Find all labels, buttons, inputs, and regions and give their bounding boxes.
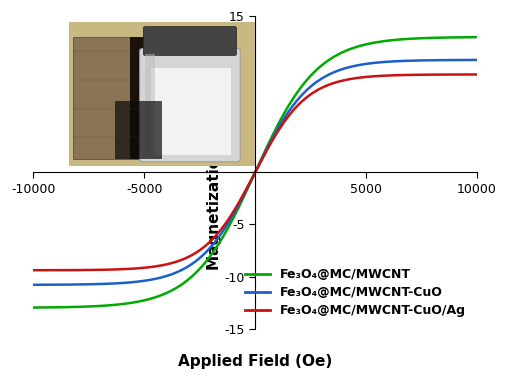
Fe₃O₄@MC/MWCNT xyxy=(465,35,471,39)
Fe₃O₄@MC/MWCNT-CuO xyxy=(107,281,113,286)
Fe₃O₄@MC/MWCNT-CuO xyxy=(81,282,87,287)
Fe₃O₄@MC/MWCNT xyxy=(474,35,480,39)
X-axis label: Applied Field (Oe): Applied Field (Oe) xyxy=(178,353,332,369)
Line: Fe₃O₄@MC/MWCNT-CuO: Fe₃O₄@MC/MWCNT-CuO xyxy=(34,60,477,285)
Fe₃O₄@MC/MWCNT-CuO xyxy=(465,58,471,62)
Fe₃O₄@MC/MWCNT xyxy=(418,36,424,40)
Fe₃O₄@MC/MWCNT-CuO xyxy=(200,253,206,257)
Fe₃O₄@MC/MWCNT xyxy=(200,262,206,267)
Fe₃O₄@MC/MWCNT-CuO xyxy=(474,58,480,62)
Fe₃O₄@MC/MWCNT xyxy=(107,303,113,308)
Line: Fe₃O₄@MC/MWCNT: Fe₃O₄@MC/MWCNT xyxy=(34,37,477,308)
Fe₃O₄@MC/MWCNT-CuO/Ag xyxy=(200,245,206,250)
Fe₃O₄@MC/MWCNT-CuO/Ag xyxy=(30,268,37,273)
Fe₃O₄@MC/MWCNT xyxy=(219,235,226,240)
Fe₃O₄@MC/MWCNT xyxy=(81,304,87,309)
Fe₃O₄@MC/MWCNT-CuO/Ag xyxy=(465,72,471,77)
Y-axis label: Magnetization (emu/g): Magnetization (emu/g) xyxy=(207,74,221,270)
Fe₃O₄@MC/MWCNT xyxy=(30,305,37,310)
Fe₃O₄@MC/MWCNT-CuO/Ag xyxy=(81,268,87,272)
Fe₃O₄@MC/MWCNT-CuO/Ag xyxy=(107,267,113,272)
Fe₃O₄@MC/MWCNT-CuO xyxy=(418,58,424,63)
Fe₃O₄@MC/MWCNT-CuO xyxy=(30,282,37,287)
Legend: Fe₃O₄@MC/MWCNT, Fe₃O₄@MC/MWCNT-CuO, Fe₃O₄@MC/MWCNT-CuO/Ag: Fe₃O₄@MC/MWCNT, Fe₃O₄@MC/MWCNT-CuO, Fe₃O… xyxy=(240,263,471,322)
Fe₃O₄@MC/MWCNT-CuO/Ag xyxy=(474,72,480,77)
Line: Fe₃O₄@MC/MWCNT-CuO/Ag: Fe₃O₄@MC/MWCNT-CuO/Ag xyxy=(34,74,477,270)
Fe₃O₄@MC/MWCNT-CuO/Ag xyxy=(418,73,424,77)
Fe₃O₄@MC/MWCNT-CuO xyxy=(219,229,226,234)
Fe₃O₄@MC/MWCNT-CuO/Ag xyxy=(219,225,226,230)
